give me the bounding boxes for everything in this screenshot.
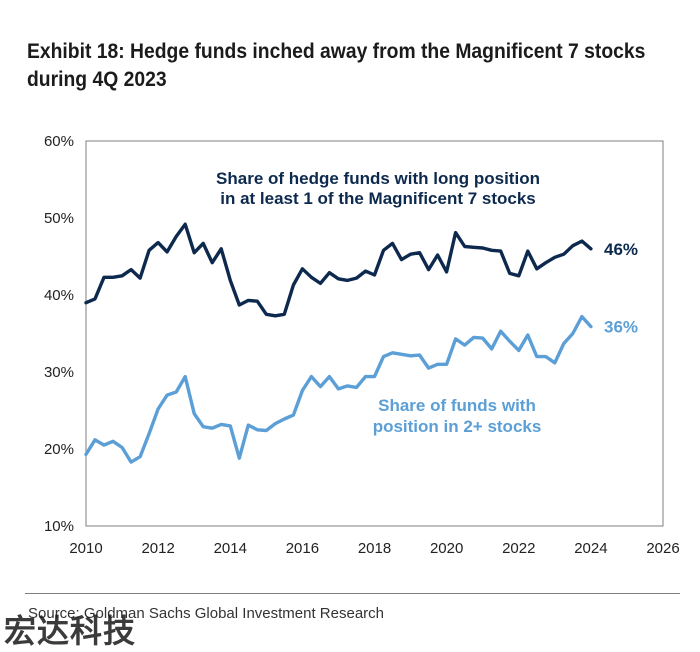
watermark-logo: 宏达科技 bbox=[4, 612, 137, 650]
series-annotation-line-1: Share of hedge funds with long position bbox=[216, 169, 540, 188]
series-end-label: 46% bbox=[604, 240, 638, 259]
series-annotation-line-1: Share of funds with bbox=[378, 396, 536, 415]
line-chart: 10% 20% 30% 40% 50% 60% 2010 2012 2014 2016 2018 20… bbox=[44, 133, 680, 557]
x-tick-label: 2020 bbox=[430, 540, 463, 557]
x-tick-label: 2016 bbox=[286, 540, 319, 557]
x-tick-label: 2014 bbox=[214, 540, 247, 557]
y-tick-label: 60% bbox=[44, 133, 74, 150]
x-tick-label: 2024 bbox=[574, 540, 607, 557]
x-tick-label: 2018 bbox=[358, 540, 391, 557]
y-tick-label: 30% bbox=[44, 364, 74, 381]
plot-frame bbox=[85, 140, 664, 527]
source-divider bbox=[25, 593, 680, 594]
title-block: Exhibit 18: Hedge funds inched away from… bbox=[27, 38, 687, 94]
chart-title-line-1: Exhibit 18: Hedge funds inched away from… bbox=[27, 40, 646, 63]
series-end-label: 36% bbox=[604, 318, 638, 337]
series-annotation-line-2: in at least 1 of the Magnificent 7 stock… bbox=[220, 189, 536, 208]
y-tick-label: 50% bbox=[44, 210, 74, 227]
x-tick-label: 2012 bbox=[141, 540, 174, 557]
y-tick-label: 10% bbox=[44, 518, 74, 535]
series-line-hedge-funds-1plus bbox=[84, 222, 593, 318]
chart-title-line-2: during 4Q 2023 bbox=[27, 68, 167, 91]
y-tick-label: 40% bbox=[44, 287, 74, 304]
x-tick-label: 2022 bbox=[502, 540, 535, 557]
x-tick-label: 2026 bbox=[646, 540, 679, 557]
series-line-funds-2plus bbox=[84, 314, 593, 464]
y-tick-label: 20% bbox=[44, 441, 74, 458]
x-tick-label: 2010 bbox=[69, 540, 102, 557]
series-annotation-line-2: position in 2+ stocks bbox=[373, 417, 542, 436]
source-note: Source: Goldman Sachs Global Investment … bbox=[28, 605, 385, 622]
